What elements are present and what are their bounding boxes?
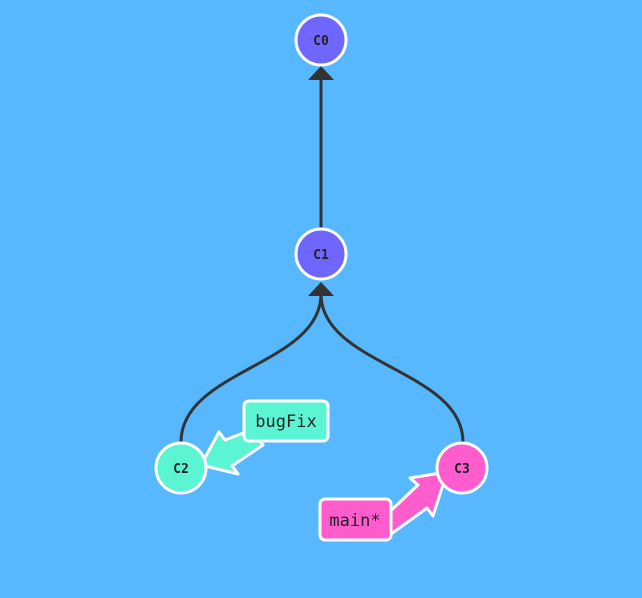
- branch-label-box-main[interactable]: [318, 497, 393, 542]
- branch-label[interactable]: bugFix: [242, 399, 330, 443]
- commit-label: C3: [454, 462, 470, 477]
- commit-circle-c3[interactable]: [435, 441, 489, 495]
- edge-c2-c1: [179, 293, 323, 443]
- branch-name: main*: [329, 511, 380, 531]
- commit-node[interactable]: C2: [154, 441, 208, 495]
- commit-node[interactable]: C3: [435, 441, 489, 495]
- edge-c1-arrowhead: [308, 282, 334, 296]
- branch-name: bugFix: [255, 412, 316, 432]
- commit-node[interactable]: C0: [294, 13, 348, 67]
- commit-node[interactable]: C1: [294, 227, 348, 281]
- branch-label-box-bugfix[interactable]: [242, 399, 330, 443]
- commit-label: C1: [313, 248, 329, 263]
- main-branch-arrow: [380, 470, 449, 536]
- commit-label: C0: [313, 34, 329, 49]
- commit-circle-c0[interactable]: [294, 13, 348, 67]
- commit-label: C2: [173, 462, 189, 477]
- commit-circle-c1[interactable]: [294, 227, 348, 281]
- edge-c1-c0-arrowhead: [308, 66, 334, 80]
- branch-label[interactable]: main*: [318, 497, 393, 542]
- edge-c3-c1: [319, 293, 465, 443]
- commit-circle-c2[interactable]: [154, 441, 208, 495]
